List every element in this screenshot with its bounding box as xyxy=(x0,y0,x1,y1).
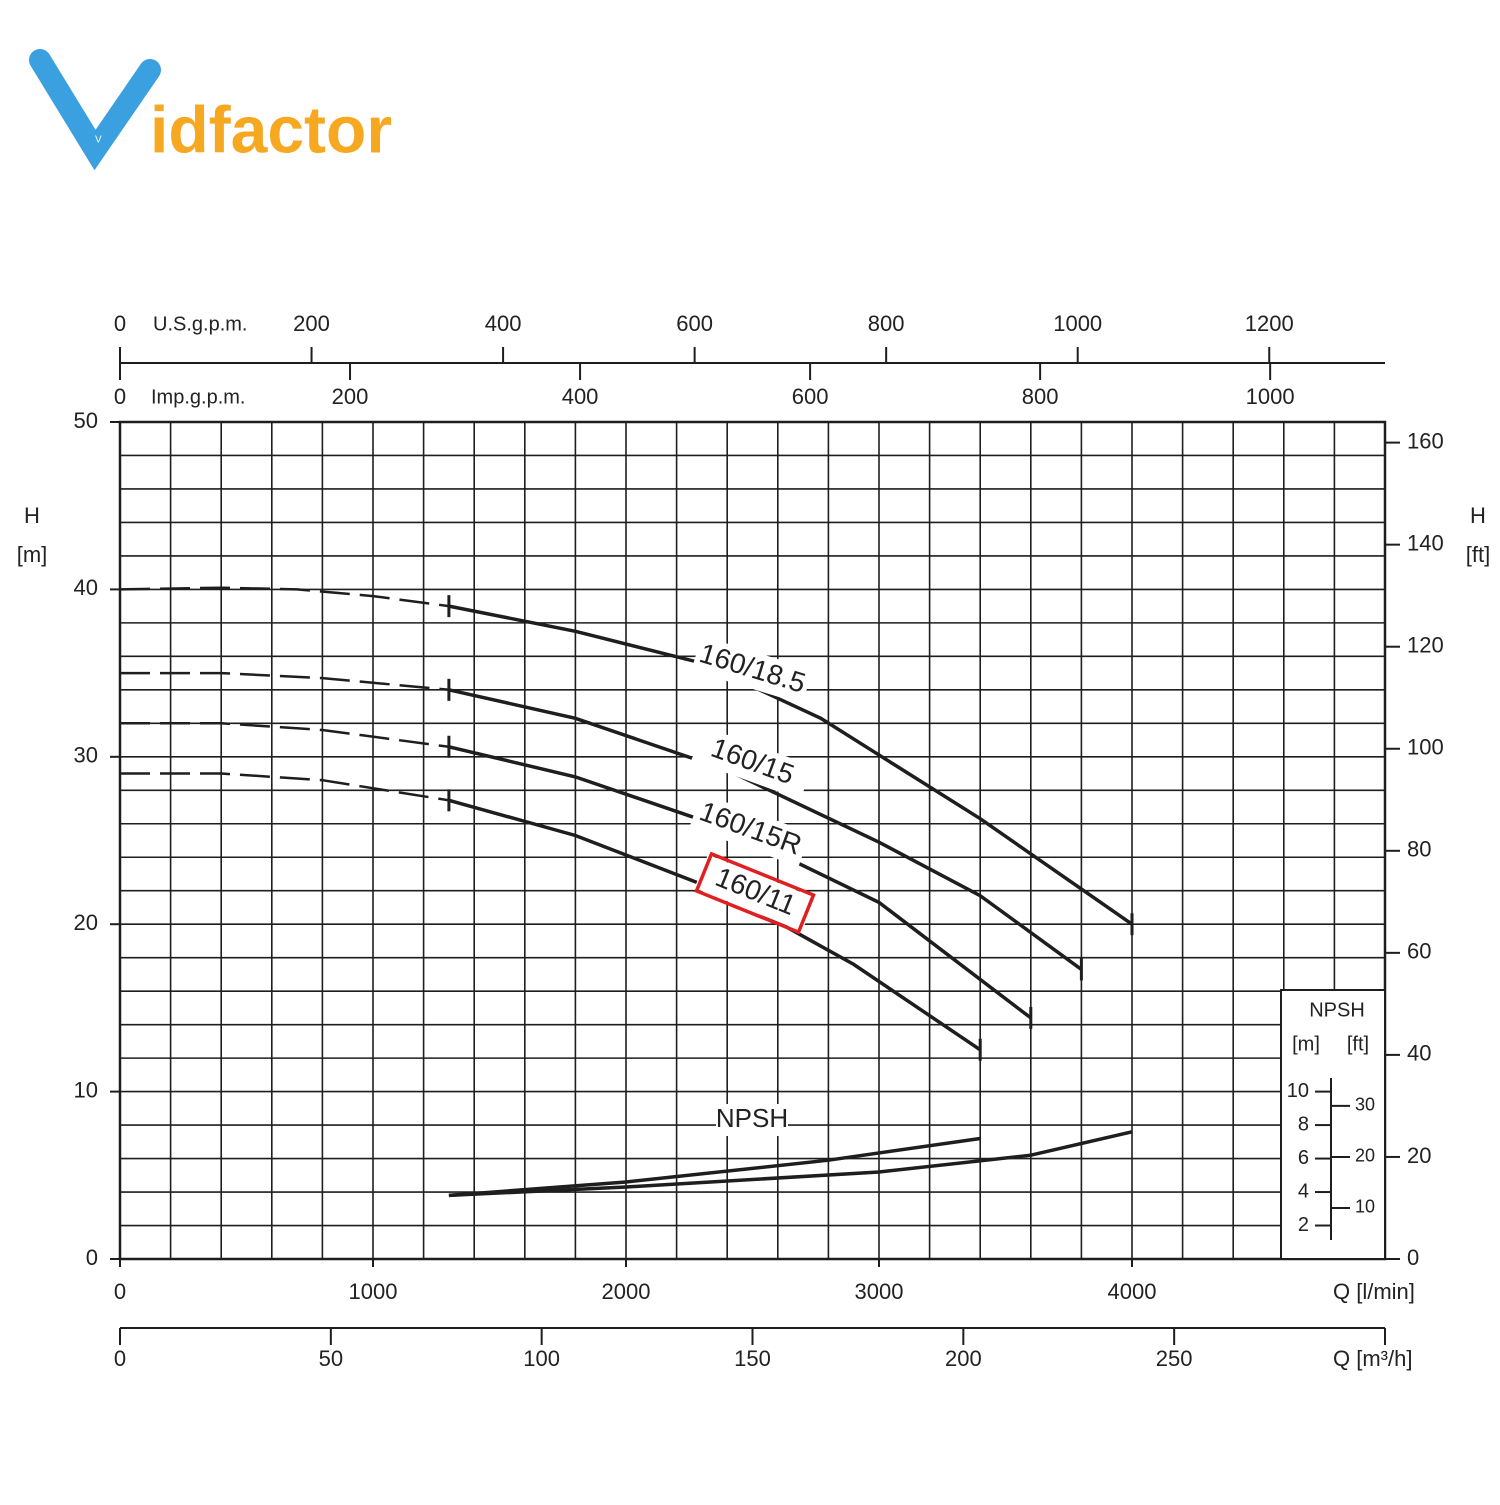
inset-m-label: 6 xyxy=(1298,1147,1309,1169)
extrapolated-curve xyxy=(120,671,450,692)
y2-tick-label: 60 xyxy=(1407,939,1431,964)
inset-unit: [ft] xyxy=(1347,1033,1369,1055)
y2-axis-name: H xyxy=(1470,503,1486,528)
extrapolated-curve xyxy=(120,772,450,802)
npsh-curve xyxy=(448,1130,1133,1198)
pump-curve xyxy=(448,688,1083,971)
x-tick-label: 0 xyxy=(114,1279,126,1304)
highlight-box xyxy=(694,851,816,935)
top-tick-label: 1000 xyxy=(1246,384,1295,409)
x-tick-label: 4000 xyxy=(1108,1279,1157,1304)
top-axis-label: Imp.g.p.m. xyxy=(151,386,245,408)
y2-axis-unit: [ft] xyxy=(1466,542,1490,567)
y2-tick-label: 40 xyxy=(1407,1041,1431,1066)
x-tick-label: 2000 xyxy=(602,1279,651,1304)
x-tick-label: 1000 xyxy=(349,1279,398,1304)
y2-tick-label: 0 xyxy=(1407,1245,1419,1270)
top-tick-label: 600 xyxy=(676,311,713,336)
y-tick-label: 0 xyxy=(86,1245,98,1270)
top-tick-label: 400 xyxy=(485,311,522,336)
inset-title: NPSH xyxy=(1309,999,1365,1021)
y-tick-label: 20 xyxy=(74,910,98,935)
top-axis-label: U.S.g.p.m. xyxy=(153,313,247,335)
inset-unit: [m] xyxy=(1292,1033,1320,1055)
y-tick-label: 50 xyxy=(74,408,98,433)
x-tick-label: 3000 xyxy=(855,1279,904,1304)
extrapolated-curve xyxy=(119,586,450,608)
top-tick-label: 0 xyxy=(114,311,126,336)
inset-m-label: 8 xyxy=(1298,1113,1309,1135)
y2-tick-label: 160 xyxy=(1407,428,1444,453)
extrapolated-curve xyxy=(120,722,450,749)
x-axis-label: Q [l/min] xyxy=(1333,1279,1415,1304)
y-axis-unit: [m] xyxy=(17,542,48,567)
inset-ft-label: 20 xyxy=(1355,1146,1375,1166)
inset-m-label: 10 xyxy=(1287,1080,1309,1102)
top-tick-label: 200 xyxy=(293,311,330,336)
top-tick-label: 600 xyxy=(792,384,829,409)
y-tick-label: 40 xyxy=(74,575,98,600)
y-tick-label: 10 xyxy=(74,1077,98,1102)
logo: V idfactor xyxy=(29,49,392,171)
y2-tick-label: 140 xyxy=(1407,530,1444,555)
y-tick-label: 30 xyxy=(74,743,98,768)
y2-tick-label: 120 xyxy=(1407,633,1444,658)
inset-ft-label: 10 xyxy=(1355,1197,1375,1217)
inset-m-label: 4 xyxy=(1298,1180,1309,1202)
inset-ft-label: 30 xyxy=(1355,1095,1375,1115)
label-backdrop xyxy=(694,854,816,932)
axes: 01020304050H[m]020406080100120140160H[ft… xyxy=(17,311,1491,1371)
top-tick-label: 0 xyxy=(114,384,126,409)
x2-tick-label: 100 xyxy=(523,1346,560,1371)
x2-axis-label: Q [m³/h] xyxy=(1333,1346,1412,1371)
top-tick-label: 400 xyxy=(562,384,599,409)
label-backdrop xyxy=(691,635,813,705)
npsh-label: NPSH xyxy=(716,1103,788,1133)
logo-swoosh xyxy=(29,49,161,171)
x2-tick-label: 150 xyxy=(734,1346,771,1371)
y-axis-name: H xyxy=(24,503,40,528)
logo-text: idfactor xyxy=(150,92,392,166)
plot-frame xyxy=(118,420,1387,1261)
y2-tick-label: 100 xyxy=(1407,735,1444,760)
npsh-inset xyxy=(1280,989,1386,1260)
label-backdrop xyxy=(691,726,813,800)
top-tick-label: 800 xyxy=(868,311,905,336)
y2-tick-label: 80 xyxy=(1407,837,1431,862)
x2-tick-label: 250 xyxy=(1156,1346,1193,1371)
inset-m-label: 2 xyxy=(1298,1214,1309,1236)
x2-tick-label: 200 xyxy=(945,1346,982,1371)
logo-mark: V xyxy=(95,135,102,146)
x2-tick-label: 50 xyxy=(319,1346,343,1371)
label-backdrop xyxy=(716,1104,788,1136)
npsh-curve xyxy=(448,1136,981,1198)
y2-tick-label: 20 xyxy=(1407,1143,1431,1168)
top-tick-label: 200 xyxy=(332,384,369,409)
top-tick-label: 1000 xyxy=(1053,311,1102,336)
top-tick-label: 800 xyxy=(1022,384,1059,409)
x2-tick-label: 0 xyxy=(114,1346,126,1371)
top-tick-label: 1200 xyxy=(1245,311,1294,336)
label-backdrop xyxy=(689,793,811,867)
